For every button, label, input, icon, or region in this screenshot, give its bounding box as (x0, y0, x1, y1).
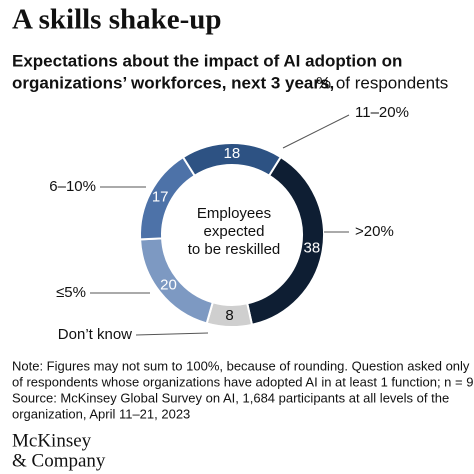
value-label: 38 (303, 240, 320, 257)
center-label: expected (204, 223, 265, 240)
category-label: >20% (355, 223, 394, 240)
unit-label: % of respondents (316, 73, 448, 92)
subtitle: Expectations about the impact of AI adop… (12, 51, 402, 70)
brand: McKinsey (12, 430, 92, 451)
category-label: 11–20% (355, 104, 409, 121)
center-label: to be reskilled (188, 241, 281, 258)
note: organization, April 11–21, 2023 (12, 406, 190, 421)
note: Note: Figures may not sum to 100%, becau… (12, 358, 470, 373)
category-label: Don’t know (58, 326, 132, 343)
center-label: Employees (197, 205, 271, 222)
value-label: 8 (225, 307, 233, 324)
value-label: 20 (160, 276, 177, 293)
category-label: ≤5% (56, 284, 86, 301)
leader-line (135, 332, 209, 336)
category-label: 6–10% (49, 178, 96, 195)
value-label: 17 (152, 189, 169, 206)
donut-segment (181, 142, 283, 178)
leader-line (282, 114, 350, 149)
note: of respondents whose organizations have … (12, 374, 474, 389)
value-label: 18 (224, 145, 241, 162)
chart-title: A skills shake-up (12, 4, 222, 36)
brand: & Company (12, 450, 106, 471)
note: Source: McKinsey Global Survey on AI, 1,… (12, 390, 449, 405)
subtitle: organizations’ workforces, next 3 years, (12, 73, 334, 92)
